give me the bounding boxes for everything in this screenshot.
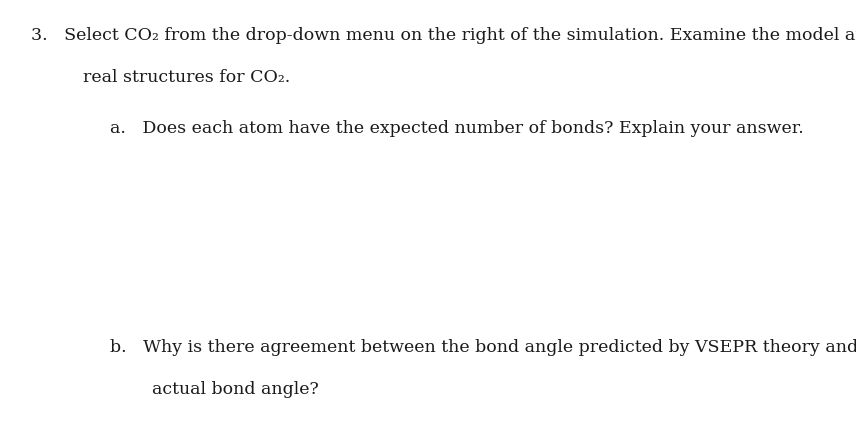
Text: actual bond angle?: actual bond angle? [152, 381, 319, 398]
Text: a.   Does each atom have the expected number of bonds? Explain your answer.: a. Does each atom have the expected numb… [110, 120, 803, 137]
Text: 3.   Select CO₂ from the drop-down menu on the right of the simulation. Examine : 3. Select CO₂ from the drop-down menu on… [31, 27, 856, 44]
Text: real structures for CO₂.: real structures for CO₂. [83, 69, 290, 86]
Text: b.   Why is there agreement between the bond angle predicted by VSEPR theory and: b. Why is there agreement between the bo… [110, 339, 856, 356]
